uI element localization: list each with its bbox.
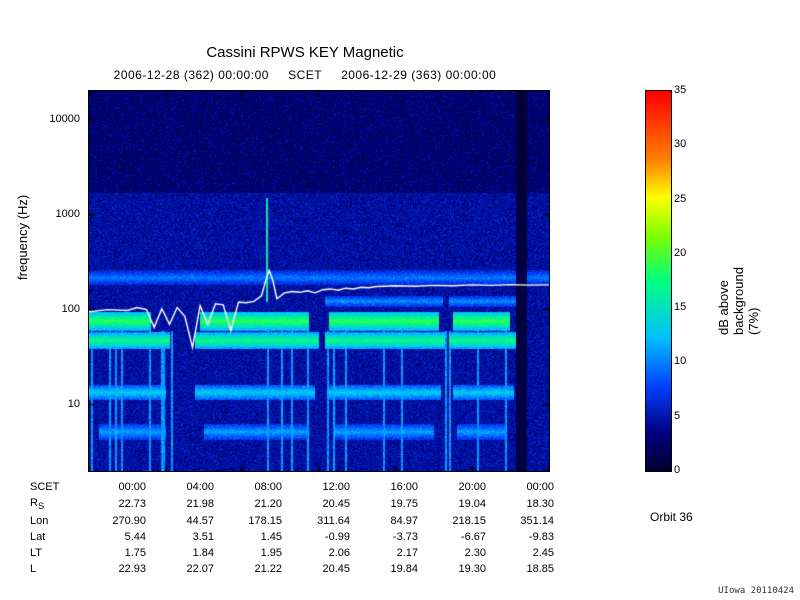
table-cell: 178.15 (216, 514, 282, 528)
table-row: SCET00:0004:0008:0012:0016:0020:0000:00 (30, 480, 554, 494)
orbit-label: Orbit 36 (650, 510, 693, 524)
colorbar-tick: 35 (674, 84, 686, 96)
y-tick: 10000 (49, 113, 80, 125)
table-cell: 2.30 (420, 546, 486, 560)
table-cell: 21.22 (216, 562, 282, 576)
table-cell: 21.98 (148, 496, 214, 512)
table-cell: 2.45 (488, 546, 554, 560)
table-cell: 08:00 (216, 480, 282, 494)
table-cell: 3.51 (148, 530, 214, 544)
subtitle-left: 2006-12-28 (362) 00:00:00 (114, 68, 269, 82)
colorbar-tick: 0 (674, 464, 680, 476)
table-cell: 1.95 (216, 546, 282, 560)
colorbar-label: dB above background (7%) (716, 251, 761, 335)
table-cell: 1.45 (216, 530, 282, 544)
colorbar-tick: 5 (674, 410, 680, 422)
colorbar-tick: 25 (674, 193, 686, 205)
colorbar-ticks: 05101520253035 (674, 90, 704, 470)
table-cell: 20.45 (284, 562, 350, 576)
subtitle-right: 2006-12-29 (363) 00:00:00 (341, 68, 496, 82)
table-cell: 00:00 (80, 480, 146, 494)
colorbar-tick: 10 (674, 355, 686, 367)
spectrogram-plot (88, 90, 550, 472)
table-cell: -6.67 (420, 530, 486, 544)
table-cell: 19.75 (352, 496, 418, 512)
table-row: L22.9322.0721.2220.4519.8419.3018.85 (30, 562, 554, 576)
table-cell: 2.06 (284, 546, 350, 560)
table-cell: 18.30 (488, 496, 554, 512)
table-cell: 84.97 (352, 514, 418, 528)
table-cell: 20.45 (284, 496, 350, 512)
table-cell: 1.75 (80, 546, 146, 560)
y-tick: 10 (68, 398, 80, 410)
table-cell: 19.30 (420, 562, 486, 576)
subtitle-mid: SCET (288, 68, 322, 82)
row-label: Lat (30, 530, 78, 544)
table-cell: 22.73 (80, 496, 146, 512)
table-cell: 00:00 (488, 480, 554, 494)
table-cell: 12:00 (284, 480, 350, 494)
colorbar-tick: 20 (674, 247, 686, 259)
y-axis-label: frequency (Hz) (15, 195, 30, 280)
ephemeris-table: SCET00:0004:0008:0012:0016:0020:0000:00R… (28, 478, 556, 578)
table-cell: 19.04 (420, 496, 486, 512)
colorbar (645, 90, 672, 472)
colorbar-canvas (646, 91, 671, 471)
table-cell: 311.64 (284, 514, 350, 528)
row-label: RS (30, 496, 78, 512)
table-row: Lat5.443.511.45-0.99-3.73-6.67-9.83 (30, 530, 554, 544)
table-cell: 21.20 (216, 496, 282, 512)
table-cell: 351.14 (488, 514, 554, 528)
table-row: LT1.751.841.952.062.172.302.45 (30, 546, 554, 560)
spectrogram-canvas (89, 91, 549, 471)
table-cell: 44.57 (148, 514, 214, 528)
table-cell: 22.93 (80, 562, 146, 576)
row-label: LT (30, 546, 78, 560)
table-cell: 20:00 (420, 480, 486, 494)
table-row: Lon270.9044.57178.15311.6484.97218.15351… (30, 514, 554, 528)
table-cell: 18.85 (488, 562, 554, 576)
table-cell: -9.83 (488, 530, 554, 544)
table-cell: -3.73 (352, 530, 418, 544)
table-row: RS22.7321.9821.2020.4519.7519.0418.30 (30, 496, 554, 512)
subtitle: 2006-12-28 (362) 00:00:00 SCET 2006-12-2… (50, 68, 560, 82)
footer-stamp: UIowa 20110424 (718, 586, 794, 596)
y-axis-ticks: 10 100 1000 10000 (40, 90, 84, 470)
table-cell: 5.44 (80, 530, 146, 544)
table-cell: -0.99 (284, 530, 350, 544)
table-cell: 218.15 (420, 514, 486, 528)
row-label: SCET (30, 480, 78, 494)
table-cell: 04:00 (148, 480, 214, 494)
y-tick: 1000 (56, 208, 80, 220)
table-cell: 2.17 (352, 546, 418, 560)
table-cell: 19.84 (352, 562, 418, 576)
colorbar-tick: 30 (674, 138, 686, 150)
row-label: L (30, 562, 78, 576)
table-cell: 270.90 (80, 514, 146, 528)
table-cell: 1.84 (148, 546, 214, 560)
row-label: Lon (30, 514, 78, 528)
colorbar-tick: 15 (674, 301, 686, 313)
y-tick: 100 (62, 303, 80, 315)
table-cell: 22.07 (148, 562, 214, 576)
page-title: Cassini RPWS KEY Magnetic (50, 44, 560, 61)
table-cell: 16:00 (352, 480, 418, 494)
